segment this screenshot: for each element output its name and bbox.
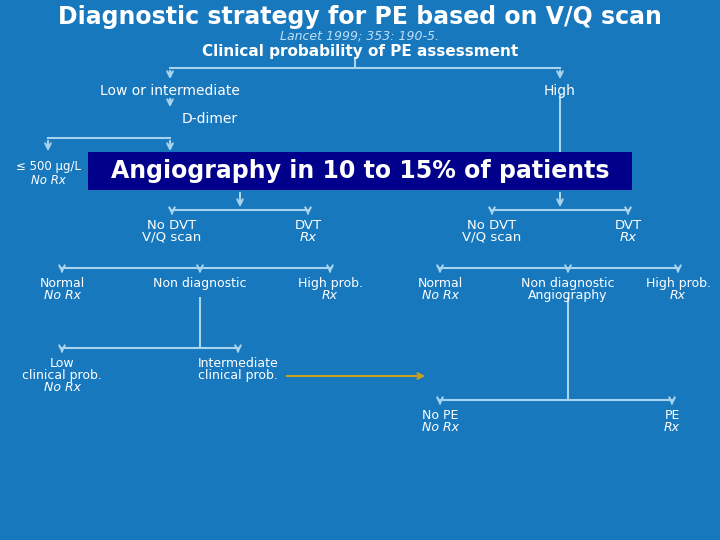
Text: DVT: DVT xyxy=(294,219,322,232)
Text: No DVT: No DVT xyxy=(467,219,517,232)
Text: No Rx: No Rx xyxy=(30,174,66,187)
Text: High: High xyxy=(544,84,576,98)
Text: Non diagnostic: Non diagnostic xyxy=(521,277,615,290)
Text: Diagnostic strategy for PE based on V/Q scan: Diagnostic strategy for PE based on V/Q … xyxy=(58,5,662,29)
Text: Non diagnostic: Non diagnostic xyxy=(153,277,247,290)
Text: No Rx: No Rx xyxy=(43,381,81,394)
Text: Intermediate: Intermediate xyxy=(197,357,279,370)
Text: No Rx: No Rx xyxy=(421,289,459,302)
Text: Low or intermediate: Low or intermediate xyxy=(100,84,240,98)
Text: Angiography in 10 to 15% of patients: Angiography in 10 to 15% of patients xyxy=(111,159,609,183)
Text: DVT: DVT xyxy=(614,219,642,232)
Text: V/Q scan: V/Q scan xyxy=(462,231,521,244)
Text: No Rx: No Rx xyxy=(43,289,81,302)
Text: Rx: Rx xyxy=(670,289,686,302)
Text: Normal: Normal xyxy=(418,277,463,290)
Text: Normal: Normal xyxy=(40,277,85,290)
Text: Rx: Rx xyxy=(300,231,317,244)
Text: clinical prob.: clinical prob. xyxy=(198,369,278,382)
Text: Low: Low xyxy=(50,357,74,370)
Text: ≤ 500 μg/L: ≤ 500 μg/L xyxy=(16,160,81,173)
Text: High prob.: High prob. xyxy=(297,277,362,290)
Text: Rx: Rx xyxy=(322,289,338,302)
Text: High prob.: High prob. xyxy=(646,277,711,290)
Text: Angiography: Angiography xyxy=(528,289,608,302)
Text: No DVT: No DVT xyxy=(148,219,197,232)
FancyBboxPatch shape xyxy=(88,152,632,190)
Text: No PE: No PE xyxy=(422,409,458,422)
Text: D-dimer: D-dimer xyxy=(182,112,238,126)
Text: Rx: Rx xyxy=(664,421,680,434)
Text: No Rx: No Rx xyxy=(421,421,459,434)
Text: Rx: Rx xyxy=(619,231,636,244)
Text: V/Q scan: V/Q scan xyxy=(143,231,202,244)
Text: clinical prob.: clinical prob. xyxy=(22,369,102,382)
Text: Lancet 1999; 353: 190-5.: Lancet 1999; 353: 190-5. xyxy=(281,30,439,43)
Text: Clinical probability of PE assessment: Clinical probability of PE assessment xyxy=(202,44,518,59)
Text: PE: PE xyxy=(665,409,680,422)
